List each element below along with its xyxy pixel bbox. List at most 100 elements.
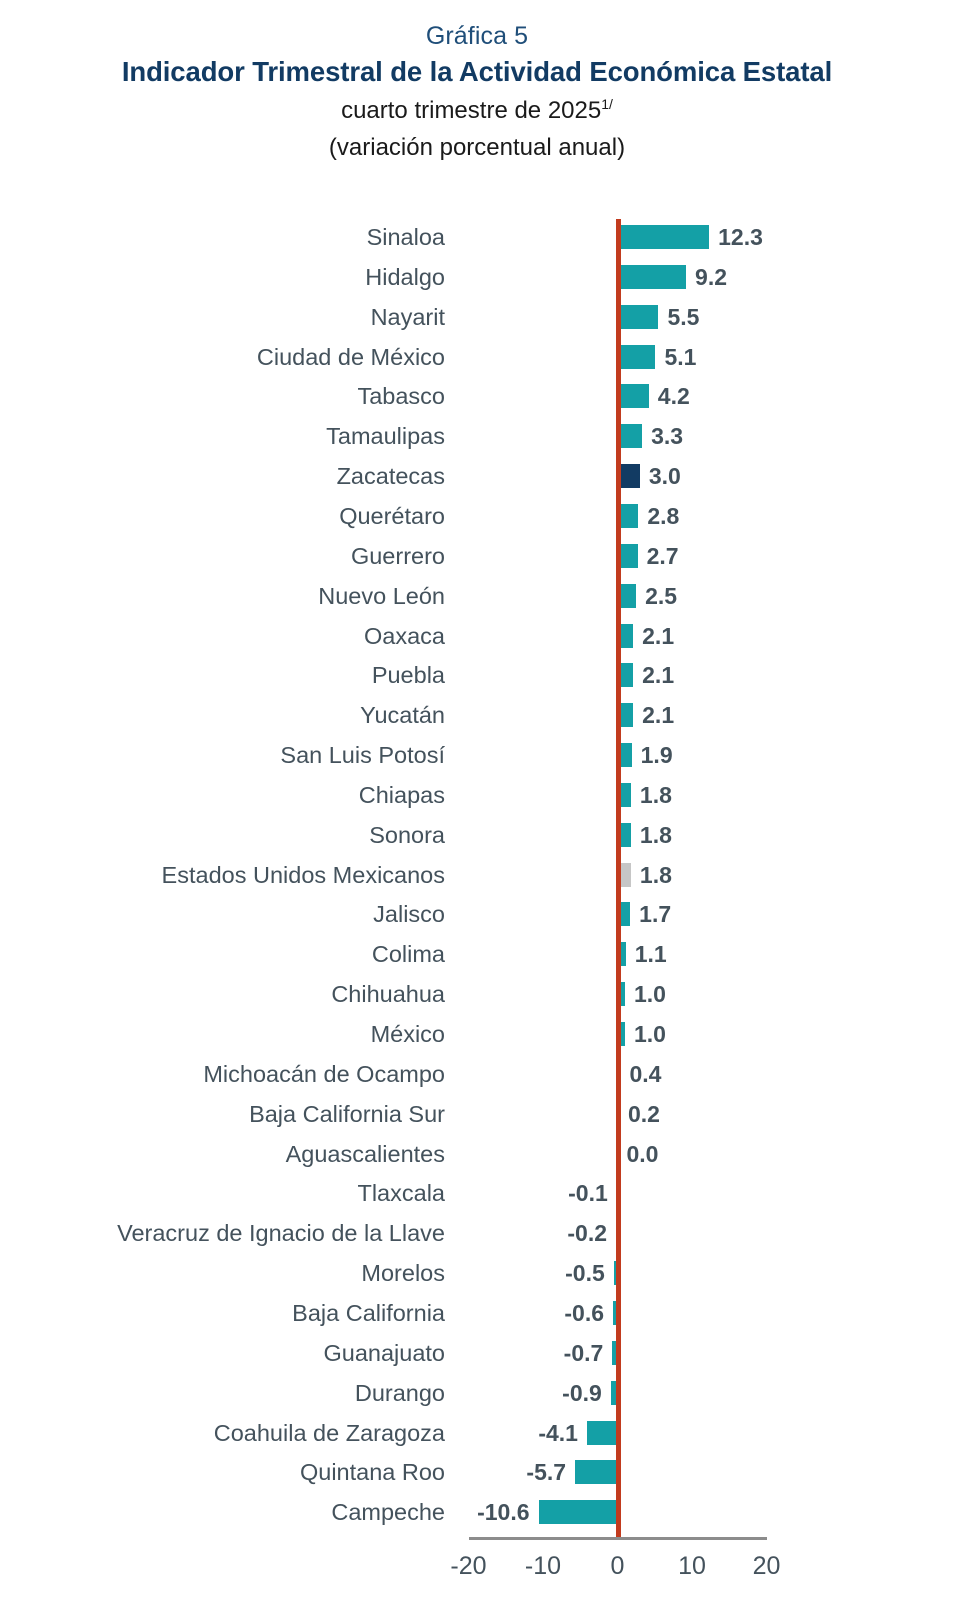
x-axis-tick-label: 20 [752, 1552, 781, 1580]
category-label: San Luis Potosí [280, 742, 445, 769]
bar-value-label: -0.6 [564, 1299, 605, 1326]
bar-value-label: -5.7 [526, 1459, 567, 1486]
bar-value-label: 12.3 [718, 224, 763, 250]
bar-value-label: -0.5 [565, 1260, 605, 1287]
category-label: Michoacán de Ocampo [203, 1060, 445, 1087]
category-label: Jalisco [373, 901, 445, 928]
bar-row: Sinaloa 12.3 [0, 217, 954, 257]
x-axis-tick-label: 10 [678, 1552, 706, 1580]
footnote-marker: 1/ [601, 95, 613, 112]
bar [617, 304, 659, 329]
category-label: Campeche [331, 1499, 445, 1526]
category-label: Nuevo León [318, 582, 445, 609]
bar-value-label: 2.5 [645, 582, 678, 609]
bar-row: Morelos -0.5 [0, 1253, 954, 1293]
category-label: Aguascalientes [285, 1140, 445, 1167]
bar-row: Estados Unidos Mexicanos 1.8 [0, 855, 954, 895]
category-label: Estados Unidos Mexicanos [161, 861, 445, 888]
bar-row: Hidalgo 9.2 [0, 257, 954, 297]
bar-value-label: 4.2 [657, 383, 690, 410]
bar-row: Jalisco 1.7 [0, 894, 954, 934]
category-label: Baja California [292, 1299, 445, 1326]
bar-value-label: -0.9 [562, 1379, 602, 1406]
bar-row: Oaxaca 2.1 [0, 616, 954, 656]
bar-row: Nuevo León 2.5 [0, 576, 954, 616]
bar-value-label: 1.0 [633, 1021, 666, 1047]
bar [586, 1420, 618, 1445]
category-label: Sonora [369, 821, 445, 848]
bar-row: Sonora 1.8 [0, 815, 954, 855]
chart-units: (variación porcentual anual) [328, 134, 626, 162]
bar-row: Querétaro 2.8 [0, 496, 954, 536]
bar-value-label: 5.1 [664, 343, 697, 370]
category-label: Morelos [361, 1260, 445, 1287]
bar-row: Baja California Sur 0.2 [0, 1094, 954, 1134]
category-label: Hidalgo [365, 263, 445, 290]
bar [617, 464, 640, 489]
bar [617, 424, 643, 449]
bar [617, 225, 710, 249]
bar [617, 623, 634, 648]
bar-value-label: 2.1 [642, 622, 675, 649]
bar [617, 583, 637, 608]
x-axis-line [469, 1537, 767, 1540]
bar [617, 264, 687, 289]
bar-value-label: -0.2 [567, 1220, 608, 1247]
bar [538, 1500, 618, 1525]
category-label: México [370, 1021, 445, 1047]
bar-row: Durango -0.9 [0, 1373, 954, 1413]
bar-value-label: 5.5 [667, 303, 700, 330]
bar-row: Campeche -10.6 [0, 1492, 954, 1532]
category-label: Tabasco [357, 383, 445, 410]
bar-value-label: 1.8 [639, 821, 672, 848]
category-label: Baja California Sur [249, 1100, 445, 1127]
category-label: Quintana Roo [299, 1459, 445, 1486]
bar-row: Michoacán de Ocampo 0.4 [0, 1054, 954, 1094]
bar-row: Colima 1.1 [0, 934, 954, 974]
bar-row: Chiapas 1.8 [0, 775, 954, 815]
bar [617, 982, 625, 1007]
category-label: Guerrero [350, 542, 445, 569]
bar-value-label: 3.0 [648, 463, 681, 490]
category-label: Yucatán [360, 702, 445, 729]
bar-value-label: 1.9 [640, 742, 673, 769]
bar-value-label: 0.2 [627, 1100, 660, 1127]
bar-row: Tabasco 4.2 [0, 376, 954, 416]
bar-row: Guanajuato -0.7 [0, 1333, 954, 1373]
bar-row: San Luis Potosí 1.9 [0, 735, 954, 775]
bar-row: Ciudad de México 5.1 [0, 337, 954, 377]
figure-label: Gráfica 5 [425, 22, 529, 50]
bar-row: Zacatecas 3.0 [0, 456, 954, 496]
bar-value-label: 2.8 [647, 502, 680, 529]
x-axis-tick-label: 0 [610, 1552, 625, 1580]
category-label: Veracruz de Ignacio de la Llave [117, 1220, 445, 1247]
category-label: Querétaro [339, 502, 445, 529]
category-label: Tamaulipas [326, 423, 445, 450]
category-label: Sinaloa [366, 224, 445, 250]
bar-value-label: -10.6 [477, 1499, 530, 1526]
bar-value-label: 2.1 [642, 702, 675, 729]
bar [617, 503, 639, 528]
x-axis-tick-label: -20 [450, 1552, 487, 1580]
category-label: Guanajuato [323, 1339, 445, 1366]
category-label: Oaxaca [364, 622, 445, 649]
bar-value-label: 0.4 [629, 1060, 662, 1087]
bar-value-label: 1.8 [639, 781, 672, 808]
bar-row: Quintana Roo -5.7 [0, 1452, 954, 1492]
category-label: Ciudad de México [256, 343, 445, 370]
bar [610, 1380, 618, 1405]
bar [617, 902, 631, 927]
chart-title-block: Gráfica 5 Indicador Trimestral de la Act… [0, 0, 954, 163]
category-label: Durango [354, 1379, 445, 1406]
category-label: Puebla [371, 662, 445, 689]
bar-row: Nayarit 5.5 [0, 297, 954, 337]
bar-row: Tlaxcala -0.1 [0, 1173, 954, 1213]
bar [617, 703, 634, 728]
chart-subtitle: cuarto trimestre de 20251/ [0, 96, 954, 126]
category-label: Chihuahua [331, 981, 445, 1008]
bar-value-label: -0.7 [563, 1339, 604, 1366]
bar-row: Chihuahua 1.0 [0, 974, 954, 1014]
bar-value-label: 2.7 [646, 542, 679, 569]
bar [617, 344, 656, 369]
bar [617, 384, 649, 409]
